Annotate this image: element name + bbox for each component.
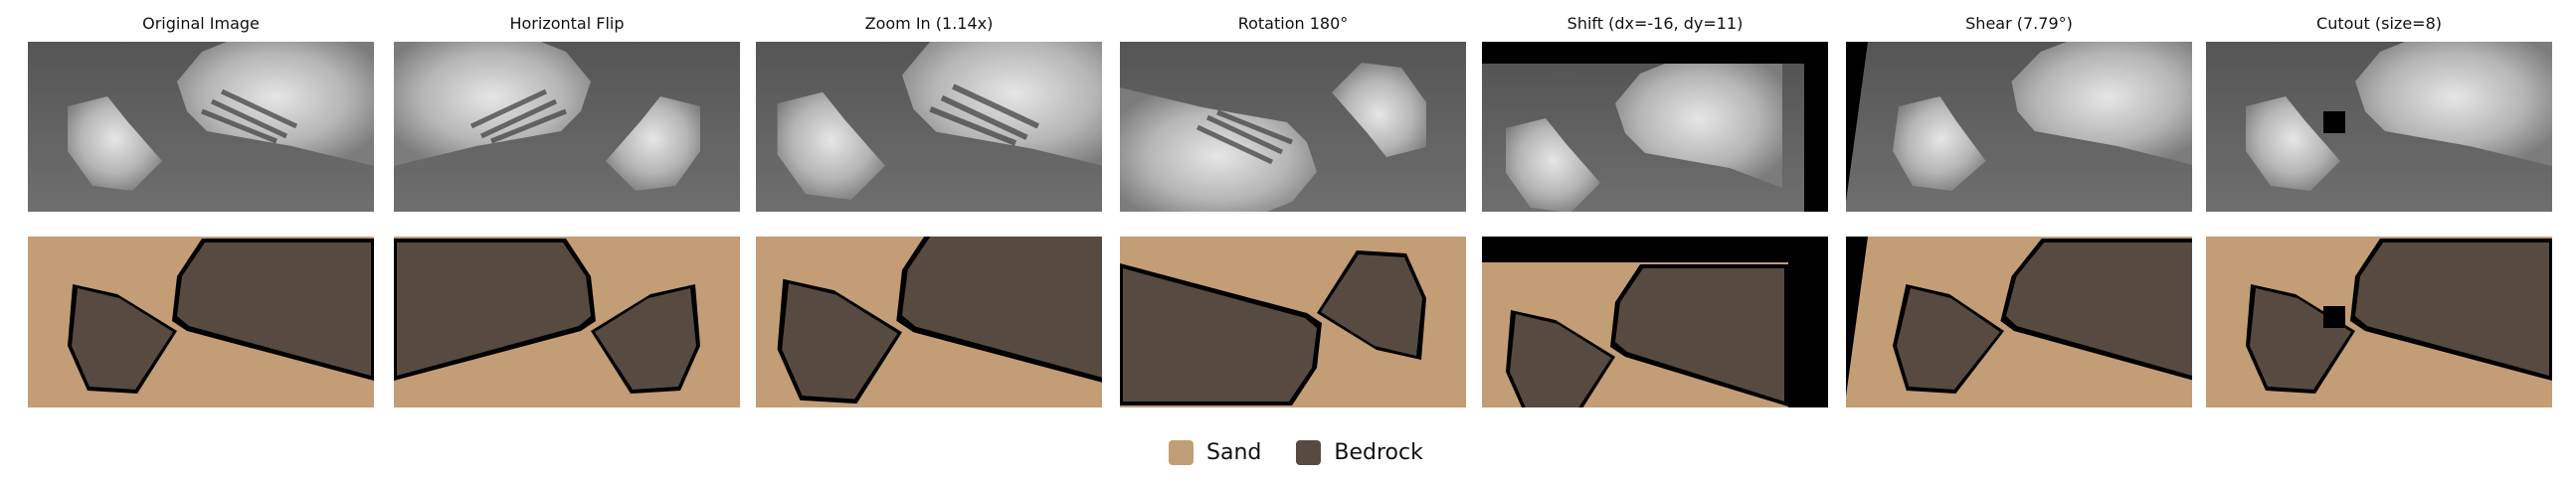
bedrock-swatch (1296, 439, 1322, 465)
column-title-zoom-in: Zoom In (1.14x) (864, 14, 994, 33)
mask-shear (1846, 237, 2192, 407)
mask-zoom-in (756, 237, 1102, 407)
column-title-shift: Shift (dx=-16, dy=11) (1566, 14, 1744, 33)
photo-zoom-in (756, 42, 1102, 212)
column-title-original: Original Image (142, 14, 260, 33)
column-title-cutout: Cutout (size=8) (2316, 14, 2442, 33)
legend-label-sand: Sand (1206, 439, 1262, 465)
legend-label-bedrock: Bedrock (1334, 439, 1423, 465)
photo-horizontal-flip (394, 42, 740, 212)
photo-original (28, 42, 374, 212)
photo-shift (1482, 42, 1828, 212)
column-title-shear: Shear (7.79°) (1965, 14, 2073, 33)
photo-cutout (2206, 42, 2552, 212)
mask-cutout (2206, 237, 2552, 407)
mask-rotation (1120, 237, 1466, 407)
mask-original (28, 237, 374, 407)
legend-item-bedrock: Bedrock (1296, 439, 1423, 465)
mask-horizontal-flip (394, 237, 740, 407)
legend-item-sand: Sand (1169, 439, 1262, 465)
sand-swatch (1169, 439, 1194, 465)
legend: Sand Bedrock (1169, 435, 1458, 469)
photo-shear (1846, 42, 2192, 212)
column-title-rotation: Rotation 180° (1237, 14, 1349, 33)
photo-rotation (1120, 42, 1466, 212)
mask-shift (1482, 237, 1828, 407)
column-title-horizontal-flip: Horizontal Flip (509, 14, 625, 33)
